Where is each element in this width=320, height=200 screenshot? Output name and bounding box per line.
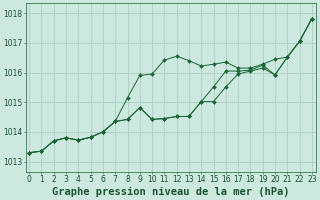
X-axis label: Graphe pression niveau de la mer (hPa): Graphe pression niveau de la mer (hPa) — [52, 187, 289, 197]
